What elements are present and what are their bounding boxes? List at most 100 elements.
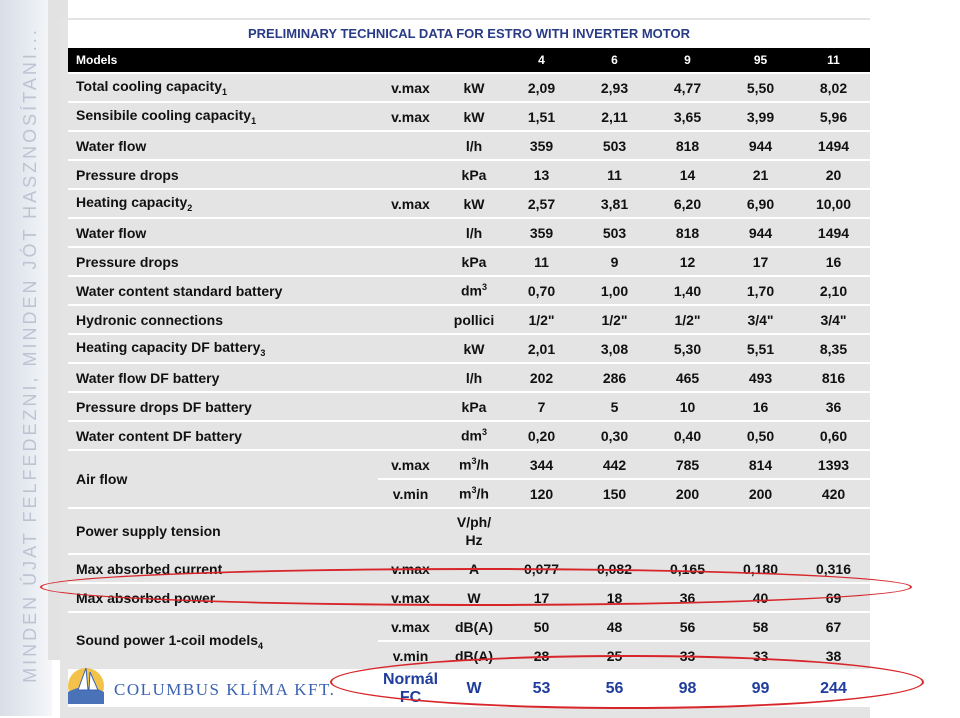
speed-cell: v.max	[378, 73, 443, 103]
value-cell: 503	[578, 218, 651, 248]
speed-cell	[378, 392, 443, 422]
row-label-text: Total cooling capacity	[76, 78, 222, 95]
value-cell: 465	[651, 363, 724, 393]
table-row: v.min m3/h 120 150 200 200 420	[68, 479, 870, 509]
table-row: Water flow l/h 359 503 818 944 1494	[68, 131, 870, 161]
value-cell: 14	[651, 160, 724, 190]
unit-cell: kPa	[443, 160, 505, 190]
value-cell	[578, 508, 651, 555]
unit-superscript: 3	[471, 456, 477, 467]
row-label-footnote: 3	[260, 347, 266, 358]
value-cell: 3,99	[724, 102, 797, 132]
row-label-text: Power supply tension	[76, 523, 221, 539]
speed-cell: v.max	[378, 102, 443, 132]
speed-cell: v.max	[378, 450, 443, 480]
unit-text: dm	[460, 282, 482, 299]
max-absorbed-power-highlight	[40, 568, 912, 606]
normal-fc-highlight	[330, 655, 924, 709]
vertical-motto: MINDEN ÚJAT FELFEDEZNI, MINDEN JÓT HASZN…	[20, 27, 40, 683]
unit-text: l/h	[465, 224, 483, 241]
unit-cell: m3/h	[443, 479, 505, 509]
value-cell: 50	[505, 612, 578, 642]
unit-superscript: 3	[481, 427, 487, 438]
value-cell: 5,50	[724, 73, 797, 103]
value-cell: 0,50	[724, 421, 797, 451]
value-cell: 13	[505, 160, 578, 190]
row-label: Sound power 1-coil models4	[68, 612, 378, 671]
value-cell: 5,96	[797, 102, 870, 132]
value-cell: 21	[724, 160, 797, 190]
row-label: Water flow	[68, 131, 378, 161]
unit-text: kPa	[461, 253, 487, 270]
row-label: Pressure drops	[68, 160, 378, 190]
row-label-text: Water content DF battery	[76, 427, 242, 444]
unit-cell: kW	[443, 334, 505, 364]
value-cell: 1,70	[724, 276, 797, 306]
table-row: Total cooling capacity1 v.max kW 2,09 2,93 4,…	[68, 73, 870, 103]
row-label-text: Hydronic connections	[76, 311, 224, 328]
unit-cell: kPa	[443, 392, 505, 422]
value-cell: 20	[797, 160, 870, 190]
row-label: Heating capacity2	[68, 189, 378, 219]
value-cell: 0,30	[578, 421, 651, 451]
value-cell: 814	[724, 450, 797, 480]
row-label: Total cooling capacity1	[68, 73, 378, 103]
model-6: 6	[578, 47, 651, 74]
unit-cell: kW	[443, 189, 505, 219]
unit-text: kW	[463, 195, 485, 212]
row-label: Heating capacity DF battery3	[68, 334, 378, 364]
value-cell: 442	[578, 450, 651, 480]
row-label: Water content standard battery	[68, 276, 378, 306]
speed-cell	[378, 131, 443, 161]
unit-text: m	[459, 456, 472, 473]
row-label-text: Water flow DF battery	[76, 369, 220, 386]
value-cell: 16	[724, 392, 797, 422]
table-row: Heating capacity2 v.max kW 2,57 3,81 6,20 6,90…	[68, 189, 870, 219]
unit-cell: pollici	[443, 305, 505, 335]
unit-text: kPa	[461, 398, 487, 415]
value-cell: 944	[724, 131, 797, 161]
table-row: Water flow l/h 359 503 818 944 1494	[68, 218, 870, 248]
value-cell: 8,02	[797, 73, 870, 103]
value-cell: 2,57	[505, 189, 578, 219]
value-cell: 200	[651, 479, 724, 509]
unit-cell: l/h	[443, 218, 505, 248]
value-cell: 286	[578, 363, 651, 393]
value-cell: 503	[578, 131, 651, 161]
value-cell: 7	[505, 392, 578, 422]
table-row: Water flow DF battery l/h 202 286 465 493 816	[68, 363, 870, 393]
unit-text: pollici	[453, 311, 495, 328]
row-label: Water flow	[68, 218, 378, 248]
unit-cell: kW	[443, 102, 505, 132]
value-cell: 67	[797, 612, 870, 642]
row-label: Pressure drops	[68, 247, 378, 277]
value-cell: 200	[724, 479, 797, 509]
row-label: Air flow	[68, 450, 378, 509]
value-cell: 48	[578, 612, 651, 642]
unit-cell: dm3	[443, 421, 505, 451]
value-cell: 6,20	[651, 189, 724, 219]
company-name: COLUMBUS KLÍMA KFT.	[114, 680, 336, 699]
value-cell: 1494	[797, 218, 870, 248]
unit-line-2: Hz	[465, 532, 483, 548]
value-cell: 1494	[797, 131, 870, 161]
value-cell: 10,00	[797, 189, 870, 219]
value-cell: 0,70	[505, 276, 578, 306]
columbus-logo-icon	[68, 667, 104, 704]
value-cell	[797, 508, 870, 555]
value-cell: 1393	[797, 450, 870, 480]
value-cell: 1,00	[578, 276, 651, 306]
value-cell: 2,93	[578, 73, 651, 103]
value-cell: 944	[724, 218, 797, 248]
unit-text: kW	[463, 108, 485, 125]
value-cell: 6,90	[724, 189, 797, 219]
value-cell: 344	[505, 450, 578, 480]
unit-line-1: V/ph/	[456, 514, 492, 530]
value-cell: 10	[651, 392, 724, 422]
table-row: Air flow v.max m3/h 344 442 785 814 1393	[68, 450, 870, 509]
table-row: Pressure drops DF battery kPa 7 5 10 16 36	[68, 392, 870, 422]
value-cell: 0,60	[797, 421, 870, 451]
unit-cell: l/h	[443, 363, 505, 393]
row-label-text: Heating capacity	[76, 194, 188, 211]
table-row: Pressure drops kPa 13 11 14 21 20	[68, 160, 870, 190]
